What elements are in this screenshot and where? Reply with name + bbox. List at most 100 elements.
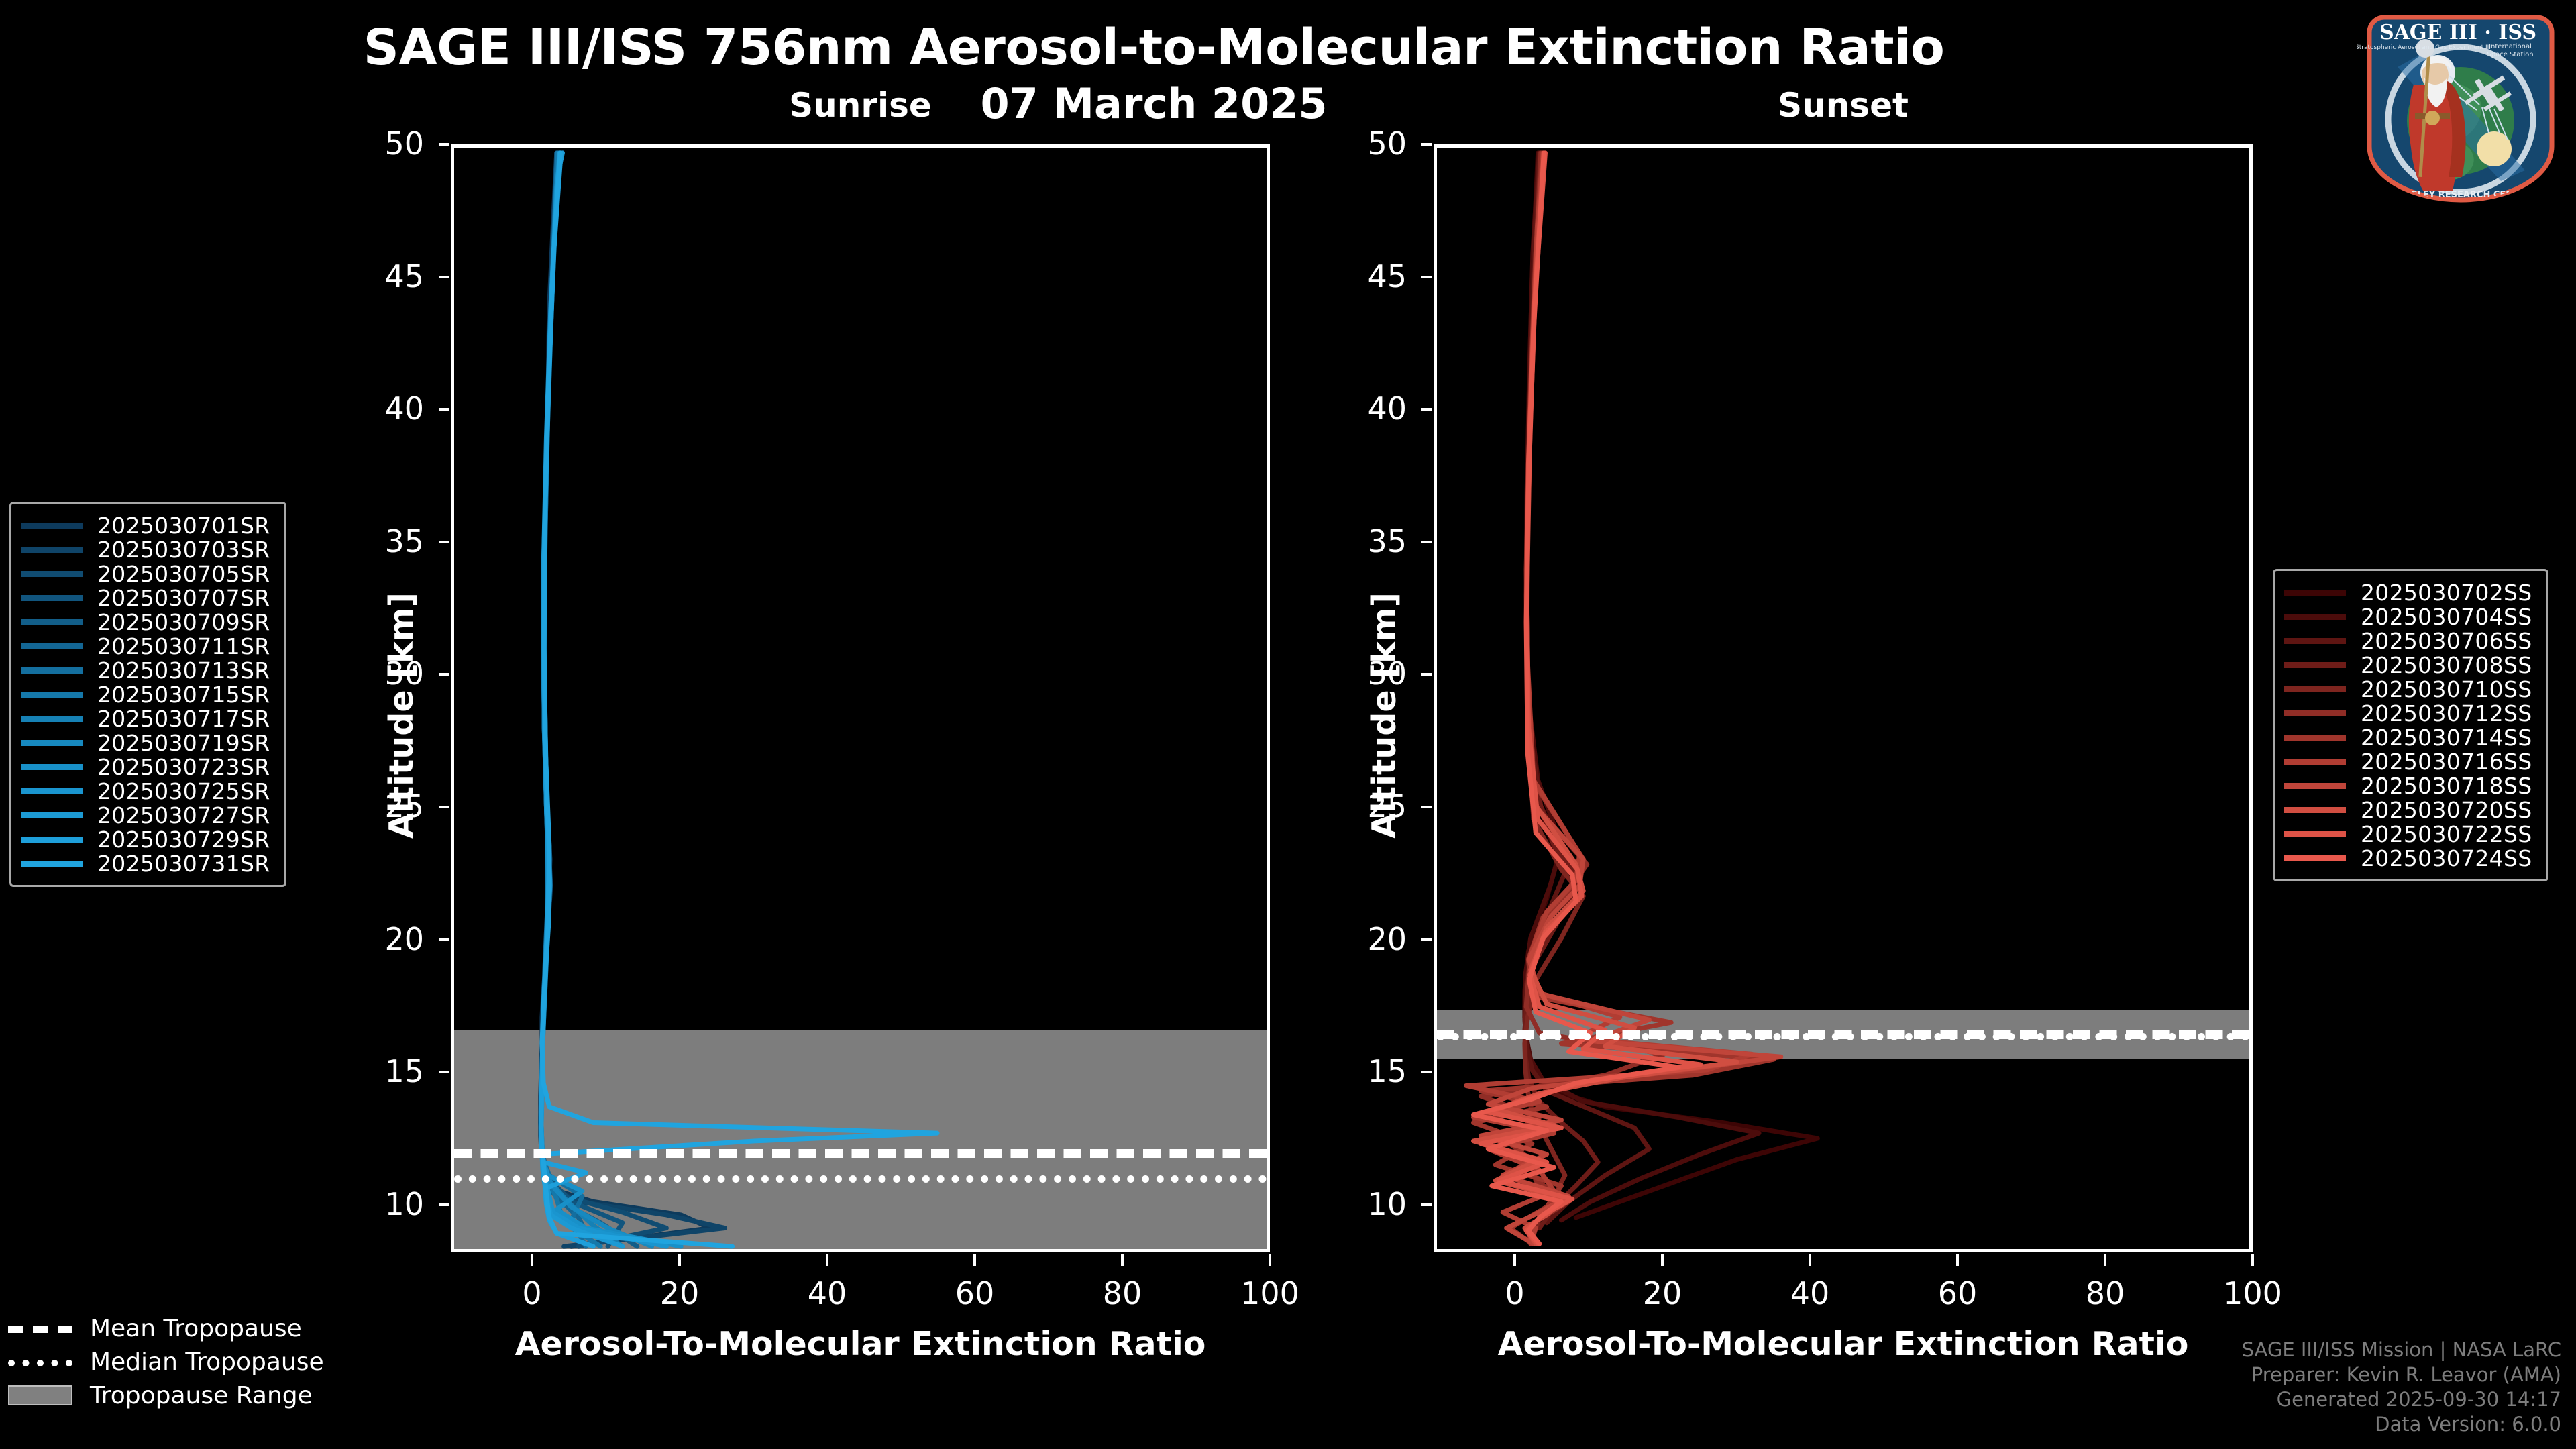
legend-sunset-item[interactable]: 2025030716SS [2284, 748, 2532, 775]
y-tick-mark [439, 1071, 449, 1074]
date-subtitle: 07 March 2025 [980, 79, 1328, 128]
legend-sunset-item[interactable]: 2025030702SS [2284, 579, 2532, 606]
legend-sunset-item[interactable]: 2025030708SS [2284, 651, 2532, 678]
x-tick-mark [531, 1254, 533, 1266]
legend-sunrise-item[interactable]: 2025030709SR [21, 609, 270, 635]
panel-title-sunset: Sunset [1778, 86, 1909, 125]
data-trace [1474, 153, 1678, 1244]
key-row-mean: Mean Tropopause [8, 1311, 324, 1345]
legend-sunrise-item[interactable]: 2025030711SR [21, 633, 270, 659]
y-tick-mark [1421, 673, 1432, 676]
legend-sunset[interactable]: 2025030702SS 2025030704SS 2025030706SS 2025… [2273, 569, 2549, 881]
legend-sunrise-item[interactable]: 2025030717SR [21, 706, 270, 732]
legend-sunset-item[interactable]: 2025030724SS [2284, 845, 2532, 871]
y-tick-mark [1421, 275, 1432, 278]
key-row-range: Tropopause Range [8, 1379, 324, 1412]
legend-item-label: 2025030705SR [97, 560, 270, 587]
y-tick-label: 50 [384, 125, 424, 162]
data-trace [541, 153, 637, 1246]
data-trace [541, 153, 652, 1246]
legend-sunset-item[interactable]: 2025030720SS [2284, 797, 2532, 823]
legend-item-label: 2025030701SR [97, 512, 270, 539]
legend-sunset-item[interactable]: 2025030722SS [2284, 821, 2532, 847]
legend-sunrise-item[interactable]: 2025030729SR [21, 826, 270, 853]
trace-group [454, 148, 1267, 1249]
x-tick-label: 20 [1642, 1275, 1682, 1311]
x-tick-mark [1956, 1254, 1959, 1266]
legend-color-swatch [2284, 734, 2346, 741]
legend-color-swatch [21, 691, 83, 698]
x-tick-label: 80 [2085, 1275, 2125, 1311]
legend-item-label: 2025030707SR [97, 584, 270, 611]
legend-color-swatch [2284, 855, 2346, 861]
legend-item-label: 2025030716SS [2361, 748, 2532, 775]
panel-title-sunrise: Sunrise [789, 86, 932, 125]
tropopause-key: Mean Tropopause Median Tropopause Tropop… [8, 1311, 324, 1412]
y-tick-label: 40 [1367, 390, 1407, 427]
legend-sunrise-item[interactable]: 2025030703SR [21, 537, 270, 563]
legend-sunrise-item[interactable]: 2025030731SR [21, 850, 270, 877]
x-tick-mark [1269, 1254, 1271, 1266]
legend-item-label: 2025030702SS [2361, 579, 2532, 606]
footer-line-preparer: Preparer: Kevin R. Leavor (AMA) [2251, 1362, 2561, 1386]
logo-subtitle-right-2: Space Station [2487, 51, 2533, 58]
legend-item-label: 2025030723SR [97, 753, 270, 780]
legend-color-swatch [21, 763, 83, 770]
legend-color-swatch [21, 667, 83, 674]
legend-sunset-item[interactable]: 2025030710SS [2284, 676, 2532, 702]
legend-sunrise-item[interactable]: 2025030713SR [21, 657, 270, 684]
x-tick-label: 60 [1937, 1275, 1978, 1311]
x-tick-mark [1809, 1254, 1811, 1266]
legend-sunrise[interactable]: 2025030701SR 2025030703SR 2025030705SR 2025… [9, 502, 287, 887]
legend-item-label: 2025030711SR [97, 633, 270, 659]
data-trace [542, 153, 937, 1246]
legend-color-swatch [21, 594, 83, 601]
x-tick-label: 40 [807, 1275, 847, 1311]
legend-color-swatch [21, 715, 83, 722]
legend-item-label: 2025030731SR [97, 850, 270, 877]
footer-line-mission: SAGE III/ISS Mission | NASA LaRC [2241, 1338, 2561, 1361]
legend-sunrise-item[interactable]: 2025030715SR [21, 682, 270, 708]
legend-item-label: 2025030729SR [97, 826, 270, 853]
legend-sunrise-item[interactable]: 2025030723SR [21, 753, 270, 780]
legend-sunset-item[interactable]: 2025030714SS [2284, 724, 2532, 751]
y-axis-label-sunrise: Altitude [km] [382, 592, 421, 839]
x-tick-label: 40 [1790, 1275, 1830, 1311]
plot-sunset [1434, 144, 2253, 1252]
legend-sunrise-item[interactable]: 2025030701SR [21, 512, 270, 539]
legend-item-label: 2025030724SS [2361, 845, 2532, 871]
legend-sunrise-item[interactable]: 2025030725SR [21, 777, 270, 804]
legend-sunrise-item[interactable]: 2025030719SR [21, 730, 270, 756]
legend-sunrise-item[interactable]: 2025030707SR [21, 584, 270, 611]
legend-sunrise-item[interactable]: 2025030727SR [21, 802, 270, 828]
legend-color-swatch [21, 522, 83, 529]
logo-subtitle-right-1: International [2489, 43, 2532, 50]
y-tick-mark [439, 408, 449, 411]
legend-item-label: 2025030713SR [97, 657, 270, 684]
y-tick-label: 35 [1367, 523, 1407, 559]
data-trace [541, 153, 725, 1246]
x-tick-mark [2251, 1254, 2254, 1266]
x-tick-mark [826, 1254, 828, 1266]
legend-item-label: 2025030712SS [2361, 700, 2532, 727]
legend-color-swatch [2284, 758, 2346, 765]
legend-color-swatch [2284, 782, 2346, 789]
legend-sunrise-item[interactable]: 2025030705SR [21, 560, 270, 587]
legend-color-swatch [2284, 830, 2346, 837]
x-tick-label: 0 [1505, 1275, 1525, 1311]
legend-sunset-item[interactable]: 2025030704SS [2284, 604, 2532, 630]
logo-subtitle-left: Stratospheric Aerosol and Gas Experiment… [2357, 44, 2491, 51]
legend-item-label: 2025030725SR [97, 777, 270, 804]
legend-sunset-item[interactable]: 2025030706SS [2284, 628, 2532, 654]
y-tick-label: 15 [384, 1053, 424, 1090]
legend-sunset-item[interactable]: 2025030712SS [2284, 700, 2532, 727]
legend-sunset-item[interactable]: 2025030718SS [2284, 773, 2532, 799]
x-tick-mark [1513, 1254, 1516, 1266]
median-tropopause-line [454, 1175, 1267, 1183]
y-tick-label: 20 [1367, 920, 1407, 957]
y-tick-label: 50 [1367, 125, 1407, 162]
legend-color-swatch [2284, 686, 2346, 692]
legend-item-label: 2025030708SS [2361, 651, 2532, 678]
plot-sunrise [451, 144, 1270, 1252]
